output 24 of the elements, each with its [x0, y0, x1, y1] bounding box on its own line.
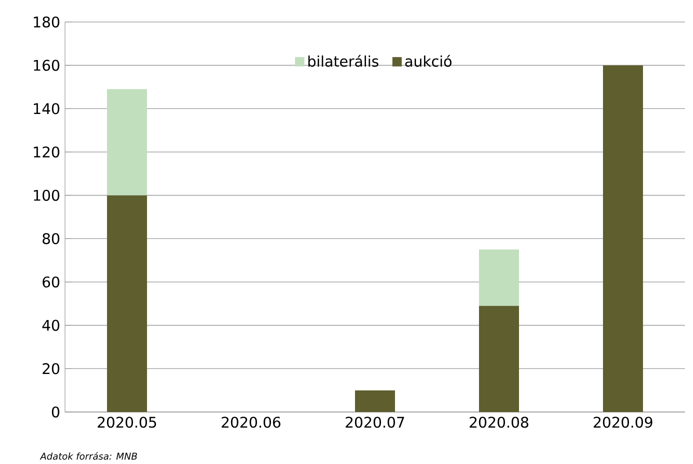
- bar: [107, 89, 148, 196]
- y-tick-label: 160: [34, 60, 60, 71]
- x-tick-label: 2020.07: [346, 416, 404, 428]
- x-tick-label: 2020.08: [470, 416, 528, 428]
- x-tick-label: 2020.06: [222, 416, 280, 428]
- bar: [107, 195, 148, 412]
- bar: [478, 306, 519, 412]
- y-tick-label: 80: [42, 233, 60, 244]
- x-tick-label: 2020.09: [594, 416, 652, 428]
- y-tick-label: 140: [34, 103, 60, 114]
- y-tick-label: 40: [42, 320, 60, 331]
- y-tick-label: 0: [52, 406, 60, 418]
- y-tick-label: 60: [42, 276, 60, 288]
- y-tick-label: 180: [34, 16, 60, 28]
- text: Adatok forrása: MNB: [40, 452, 137, 460]
- legend-label: bilaterális: [308, 54, 378, 67]
- y-tick-label: 100: [34, 190, 60, 201]
- y-tick-label: 120: [34, 146, 60, 158]
- bar: [355, 390, 395, 412]
- bar: [602, 65, 643, 412]
- x-tick-label: 2020.05: [98, 416, 156, 428]
- legend-label: aukció: [405, 54, 452, 67]
- y-tick-label: 20: [42, 363, 60, 374]
- bar: [478, 249, 519, 306]
